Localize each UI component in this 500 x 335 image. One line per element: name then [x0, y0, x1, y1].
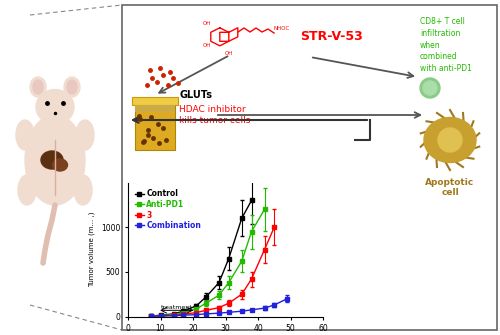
- Ellipse shape: [76, 120, 94, 150]
- Ellipse shape: [424, 118, 476, 162]
- Circle shape: [423, 81, 437, 95]
- Ellipse shape: [16, 120, 34, 150]
- Bar: [135, 100, 175, 150]
- Text: OH: OH: [203, 21, 211, 26]
- Ellipse shape: [41, 151, 63, 169]
- Ellipse shape: [64, 77, 80, 97]
- Ellipse shape: [33, 80, 43, 94]
- Text: OH: OH: [203, 43, 211, 48]
- Text: Apoptotic
cell: Apoptotic cell: [426, 178, 474, 197]
- Ellipse shape: [25, 115, 85, 205]
- Ellipse shape: [18, 175, 36, 205]
- Circle shape: [438, 128, 462, 152]
- Text: STR-V-53: STR-V-53: [300, 30, 363, 44]
- Legend: Control, Anti-PD1, 3, Combination: Control, Anti-PD1, 3, Combination: [132, 186, 204, 233]
- Ellipse shape: [36, 89, 74, 125]
- Ellipse shape: [67, 80, 77, 94]
- Text: NHOC: NHOC: [273, 26, 289, 31]
- Bar: [135, 105, 175, 112]
- Text: CD8+ T cell
infiltration
when
combined
with anti-PD1: CD8+ T cell infiltration when combined w…: [420, 17, 472, 73]
- Bar: [122, 5, 497, 330]
- Text: HDAC inhibitor
kills tumor cells: HDAC inhibitor kills tumor cells: [179, 105, 250, 125]
- Bar: [132, 97, 178, 105]
- Text: GLUTs: GLUTs: [179, 90, 212, 100]
- Text: treatment: treatment: [161, 305, 192, 310]
- Y-axis label: Tumor volume (m... ,): Tumor volume (m... ,): [89, 212, 96, 287]
- Circle shape: [420, 78, 440, 98]
- Ellipse shape: [30, 77, 46, 97]
- Ellipse shape: [52, 159, 68, 171]
- Ellipse shape: [74, 175, 92, 205]
- Text: OH: OH: [225, 51, 234, 56]
